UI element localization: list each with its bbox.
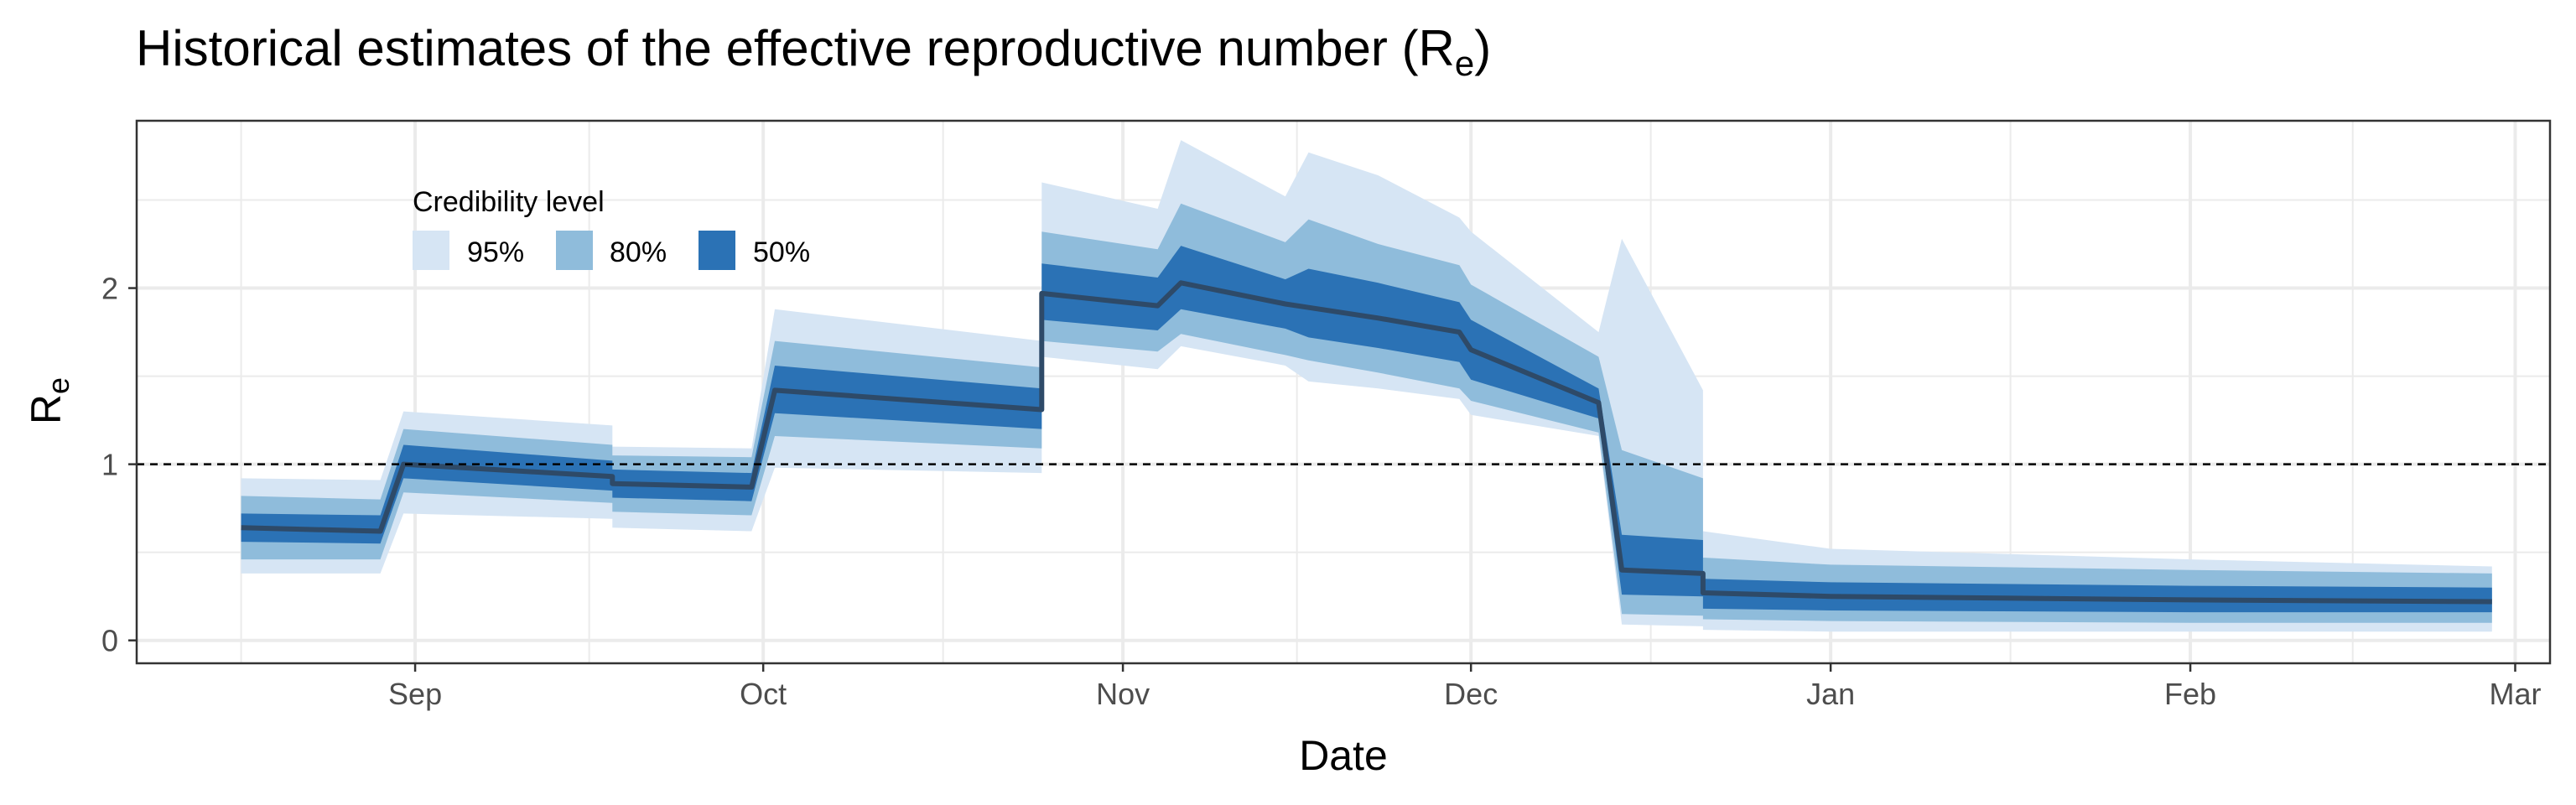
x-tick-label: Feb: [2164, 677, 2216, 711]
x-axis: Sep Oct Nov Dec Jan Feb Mar: [388, 663, 2542, 711]
legend-title: Credibility level: [413, 186, 605, 218]
x-tick-label: Nov: [1096, 677, 1150, 711]
x-tick-label: Dec: [1444, 677, 1498, 711]
median-line: [241, 280, 2492, 605]
band-95: [241, 140, 2492, 632]
y-axis-title: Re: [23, 377, 75, 424]
y-axis: 0 1 2: [101, 272, 137, 658]
chart-title: Historical estimates of the effective re…: [136, 20, 1491, 83]
x-tick-label: Oct: [740, 677, 787, 711]
median-line-group: [241, 280, 2492, 605]
y-tick-label: 1: [101, 448, 118, 482]
y-axis-title-main: R: [23, 394, 70, 424]
legend-label-80: 80%: [610, 236, 667, 268]
legend-label-50: 50%: [753, 236, 810, 268]
x-axis-title: Date: [1299, 732, 1388, 779]
x-tick-label: Mar: [2489, 677, 2541, 711]
credibility-bands: [241, 140, 2492, 632]
plot-panel-border: [135, 119, 2552, 665]
y-tick-label: 2: [101, 272, 118, 306]
x-tick-label: Jan: [1806, 677, 1855, 711]
legend-swatch-80: [556, 231, 593, 270]
legend: Credibility level 95% 80% 50%: [413, 186, 810, 270]
chart-title-subscript: e: [1455, 44, 1474, 83]
y-axis-title-subscript: e: [41, 377, 75, 394]
chart-title-close: ): [1474, 20, 1491, 76]
y-tick-label: 0: [101, 624, 118, 658]
legend-swatch-50: [699, 231, 735, 270]
legend-swatch-95: [413, 231, 449, 270]
band-50: [241, 246, 2492, 613]
legend-label-95: 95%: [467, 236, 524, 268]
chart-title-main: Historical estimates of the effective re…: [136, 20, 1455, 76]
x-tick-label: Sep: [388, 677, 442, 711]
